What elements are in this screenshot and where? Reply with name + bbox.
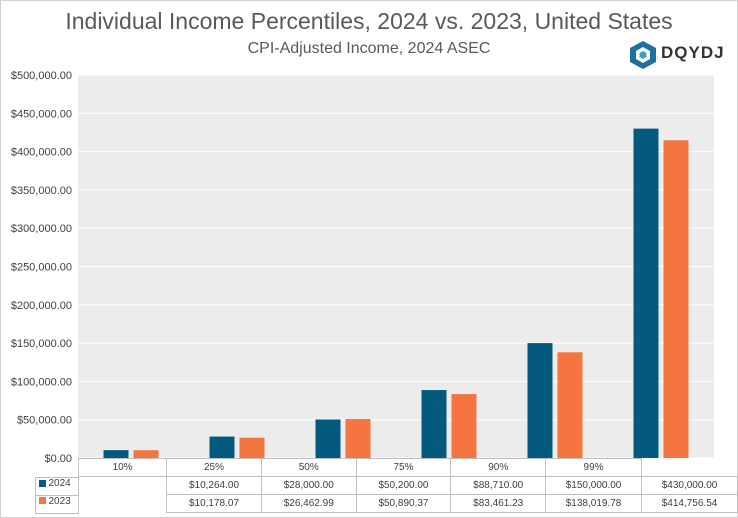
y-tick-label: $100,000.00 — [11, 376, 72, 388]
bar-2024-10pct — [103, 450, 129, 458]
bar-2024-90pct — [527, 343, 553, 458]
chart-subtitle: CPI-Adjusted Income, 2024 ASEC — [247, 40, 491, 57]
logo-text: DQYDJ — [661, 43, 725, 62]
table-row-2024: 2024 $10,264.00 $28,000.00 $50,200.00 $8… — [34, 476, 738, 496]
table-cell: $88,710.00 — [450, 476, 547, 495]
bar-2023-99pct — [663, 140, 689, 458]
category-label: 50% — [260, 458, 357, 477]
table-cell: $26,462.99 — [260, 494, 357, 513]
bar-2023-10pct — [133, 450, 159, 458]
table-cell: $10,264.00 — [166, 476, 262, 495]
y-tick-label: $200,000.00 — [11, 300, 72, 312]
category-label: 25% — [166, 458, 262, 477]
y-tick-label: $250,000.00 — [11, 262, 72, 274]
bar-2024-25pct — [209, 436, 235, 458]
bar-2024-50pct — [315, 419, 341, 458]
logo-icon — [630, 41, 656, 69]
bars — [103, 128, 689, 458]
table-cell: $28,000.00 — [260, 476, 357, 495]
table-cell: $414,756.54 — [641, 494, 738, 513]
table-row-2023: 2023 $10,178.07 $26,462.99 $50,890.37 $8… — [34, 494, 738, 514]
table-cell: $138,019.78 — [545, 494, 643, 513]
gridlines — [78, 74, 714, 459]
category-label: 90% — [450, 458, 547, 477]
legend-label: 2024 — [48, 478, 71, 489]
bar-2023-90pct — [557, 352, 583, 458]
category-label: 99% — [545, 458, 643, 477]
y-tick-label: $50,000.00 — [17, 415, 72, 427]
table-cell: $50,200.00 — [355, 476, 452, 495]
bar-2024-99pct — [633, 128, 659, 458]
bar-2023-25pct — [239, 437, 265, 458]
category-label: 10% — [77, 458, 168, 477]
table-cell: $430,000.00 — [641, 476, 738, 495]
y-tick-label: $0.00 — [44, 453, 72, 465]
legend-entry-2023: 2023 — [34, 494, 79, 514]
table-cell: $83,461.23 — [450, 494, 547, 513]
y-tick-label: $150,000.00 — [11, 338, 72, 350]
bar-2023-50pct — [345, 419, 371, 458]
y-tick-label: $350,000.00 — [11, 185, 72, 197]
y-tick-label: $300,000.00 — [11, 223, 72, 235]
bar-2024-75pct — [421, 390, 447, 458]
table-cell: $150,000.00 — [545, 476, 643, 495]
y-tick-label: $450,000.00 — [11, 108, 72, 120]
table-cell: $10,178.07 — [166, 494, 262, 513]
data-table: 10% 25% 50% 75% 90% 99% 2024 $10,264.00 … — [34, 458, 738, 514]
table-header-row: 10% 25% 50% 75% 90% 99% — [77, 458, 738, 477]
bar-2023-75pct — [451, 394, 477, 458]
y-axis-tick-labels: $0.00 $50,000.00 $100,000.00 $150,000.00 $20… — [11, 70, 72, 465]
legend-swatch-2024 — [38, 479, 46, 487]
legend-swatch-2023 — [38, 497, 46, 505]
y-tick-label: $500,000.00 — [11, 70, 72, 82]
brand-logo: DQYDJ — [629, 40, 729, 70]
category-label: 75% — [355, 458, 452, 477]
table-cell: $50,890.37 — [355, 494, 452, 513]
legend-label: 2023 — [48, 495, 71, 507]
legend-entry-2024: 2024 — [34, 477, 79, 496]
y-tick-label: $400,000.00 — [11, 147, 72, 159]
chart-title: Individual Income Percentiles, 2024 vs. … — [65, 8, 673, 34]
